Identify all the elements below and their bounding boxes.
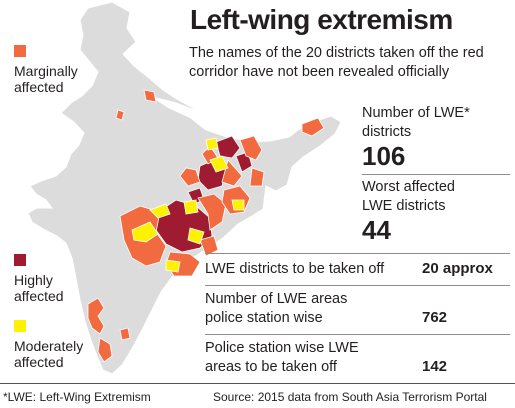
row-label-taken-off: LWE districts to be taken off [205, 261, 385, 277]
footnote-lwe: *LWE: Left-Wing Extremism [3, 390, 151, 404]
page-subtitle: The names of the 20 districts taken off … [189, 45, 484, 80]
legend-label-moderate: Moderately affected [14, 338, 84, 370]
legend-label-marginal: Marginally affected [14, 63, 78, 95]
row-label-police-taken-off: Police station wise LWE areas to be take… [205, 340, 359, 375]
row-label-police-station: Number of LWE areas police station wise [205, 291, 348, 326]
stat-label-lwe-districts: Number of LWE* districts [362, 105, 470, 140]
footer-divider [0, 383, 515, 384]
divider [362, 174, 510, 175]
row-value-taken-off: 20 approx [422, 260, 493, 277]
legend-swatch-moderate [14, 320, 26, 332]
stat-label-worst-affected: Worst affected LWE districts [362, 179, 455, 214]
legend-swatch-high [14, 254, 26, 266]
page-title: Left-wing extremism [190, 4, 453, 35]
row-value-police-station: 762 [422, 309, 448, 326]
stat-value-worst-affected: 44 [362, 215, 391, 245]
india-landmass [27, 1, 342, 375]
source-note: Source: 2015 data from South Asia Terror… [213, 390, 487, 404]
divider [205, 334, 510, 335]
neighbour-gap [150, 96, 230, 138]
moderately-affected-districts [131, 137, 245, 273]
divider [205, 253, 510, 254]
row-value-police-taken-off: 142 [422, 358, 448, 375]
legend-swatch-marginal [14, 45, 26, 57]
stat-value-lwe-districts: 106 [362, 141, 406, 171]
legend-label-high: Highly affected [14, 272, 64, 304]
divider [205, 285, 510, 286]
